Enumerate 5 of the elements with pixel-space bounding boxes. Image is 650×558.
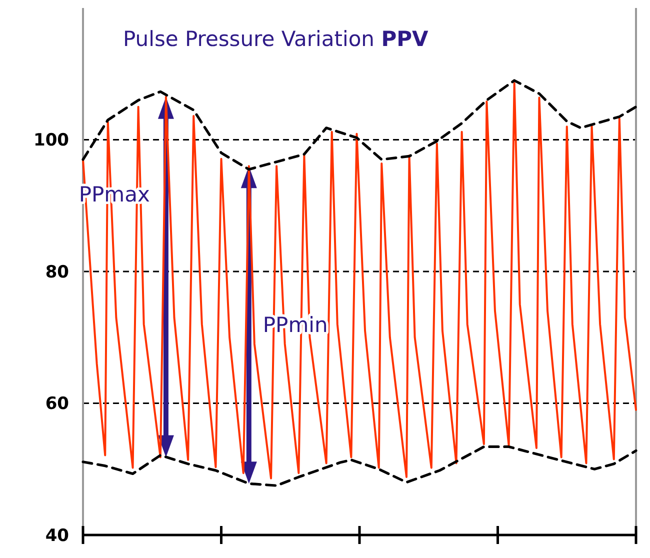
y-tick-label: 80 [45, 262, 70, 282]
y-tick-label: 60 [45, 394, 70, 414]
text: Pulse Pressure Variation PPV [123, 27, 429, 51]
y-tick-label: 40 [45, 526, 70, 546]
y-tick-label: 100 [34, 130, 70, 151]
